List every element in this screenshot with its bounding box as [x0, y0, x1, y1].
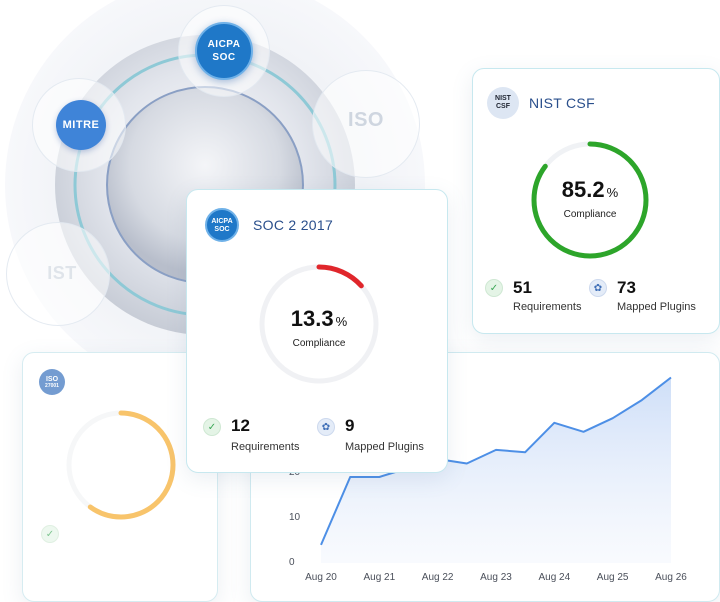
nist-percent-value: 85.2: [561, 177, 605, 202]
soc2-progress-arc: [259, 264, 379, 384]
nist-percent-block: 85.2% Compliance: [529, 177, 651, 220]
x-tick-label: Aug 24: [538, 572, 571, 583]
iso-check-icon: ✓: [41, 525, 59, 543]
nist-csf-logo-text: NIST CSF: [495, 95, 511, 110]
nist-percent-sign: %: [606, 185, 619, 200]
chart-series-area: [321, 377, 671, 563]
compliance-trend-chart: [320, 376, 672, 563]
nist-plugin-icon: ✿: [589, 279, 607, 297]
y-tick-label: 10: [289, 511, 301, 523]
soc2-percent-sign: %: [335, 314, 348, 329]
soc2-percent-label: Compliance: [292, 338, 346, 349]
iso-card-logo-line2: 27001: [45, 382, 59, 389]
x-tick-label: Aug 22: [421, 572, 454, 583]
soc2-logo-line2: SOC: [214, 225, 230, 233]
x-tick-label: Aug 20: [305, 572, 337, 583]
soc2-plugins-label: Mapped Plugins: [345, 441, 424, 453]
iso-progress-ring: [66, 410, 176, 520]
soc2-percent-block: 13.3% Compliance: [257, 306, 381, 349]
iso-card[interactable]: ISO 27001 ✓: [22, 352, 218, 602]
iso-badge-label: ISO: [348, 108, 384, 131]
soc2-progress-ring: [259, 264, 379, 384]
x-tick-label: Aug 26: [655, 572, 687, 583]
x-tick-label: Aug 23: [480, 572, 512, 583]
soc2-percent: 13.3%: [257, 306, 381, 332]
iso-badge: ISO: [340, 100, 392, 140]
aicpa-badge-line1: AICPA: [207, 39, 241, 50]
soc2-card[interactable]: AICPA SOC SOC 2 2017 13.3% Compliance ✓ …: [186, 189, 448, 473]
nist-badge: IST: [40, 258, 84, 288]
soc2-logo: AICPA SOC: [205, 208, 239, 242]
nist-requirements-label: Requirements: [513, 301, 582, 313]
iso-card-logo-line1: ISO: [45, 375, 59, 383]
iso-card-logo: ISO 27001: [39, 369, 65, 395]
iso-card-fade: [23, 353, 217, 601]
nist-percent-label: Compliance: [563, 209, 617, 220]
aicpa-badge: AICPA SOC: [195, 22, 253, 80]
iso-progress-arc: [66, 410, 176, 520]
soc2-logo-line1: AICPA: [211, 217, 233, 225]
soc2-check-icon: ✓: [203, 418, 221, 436]
soc2-requirements-label: Requirements: [231, 441, 300, 453]
nist-progress-ring: [531, 141, 649, 259]
x-tick-label: Aug 21: [363, 572, 396, 583]
soc2-plugin-icon: ✿: [317, 418, 335, 436]
iso-bubble: [312, 70, 420, 178]
nist-csf-card[interactable]: NIST CSF NIST CSF 85.2% Compliance ✓ 51 …: [472, 68, 720, 334]
nist-plugins-label: Mapped Plugins: [617, 301, 696, 313]
soc2-title: SOC 2 2017: [253, 217, 334, 233]
nist-csf-title: NIST CSF: [529, 95, 595, 111]
nist-plugins-count: 73: [617, 278, 636, 297]
soc2-requirements-count: 12: [231, 416, 250, 435]
nist-progress-arc: [531, 141, 649, 259]
chart-series-line: [320, 376, 672, 546]
nist-check-icon: ✓: [485, 279, 503, 297]
nist-csf-logo: NIST CSF: [487, 87, 519, 119]
nist-percent: 85.2%: [529, 177, 651, 203]
mitre-badge-label: MITRE: [62, 119, 100, 131]
aicpa-bubble: [178, 5, 270, 97]
y-tick-label: 0: [289, 557, 295, 568]
nist-bubble: [6, 222, 110, 326]
aicpa-badge-line2: SOC: [212, 52, 236, 63]
soc2-percent-value: 13.3: [290, 306, 334, 331]
nist-badge-label: IST: [47, 262, 77, 283]
mitre-badge: MITRE: [56, 100, 106, 150]
soc2-plugins-count: 9: [345, 416, 355, 435]
x-tick-label: Aug 25: [596, 572, 629, 583]
nist-requirements-count: 51: [513, 278, 532, 297]
